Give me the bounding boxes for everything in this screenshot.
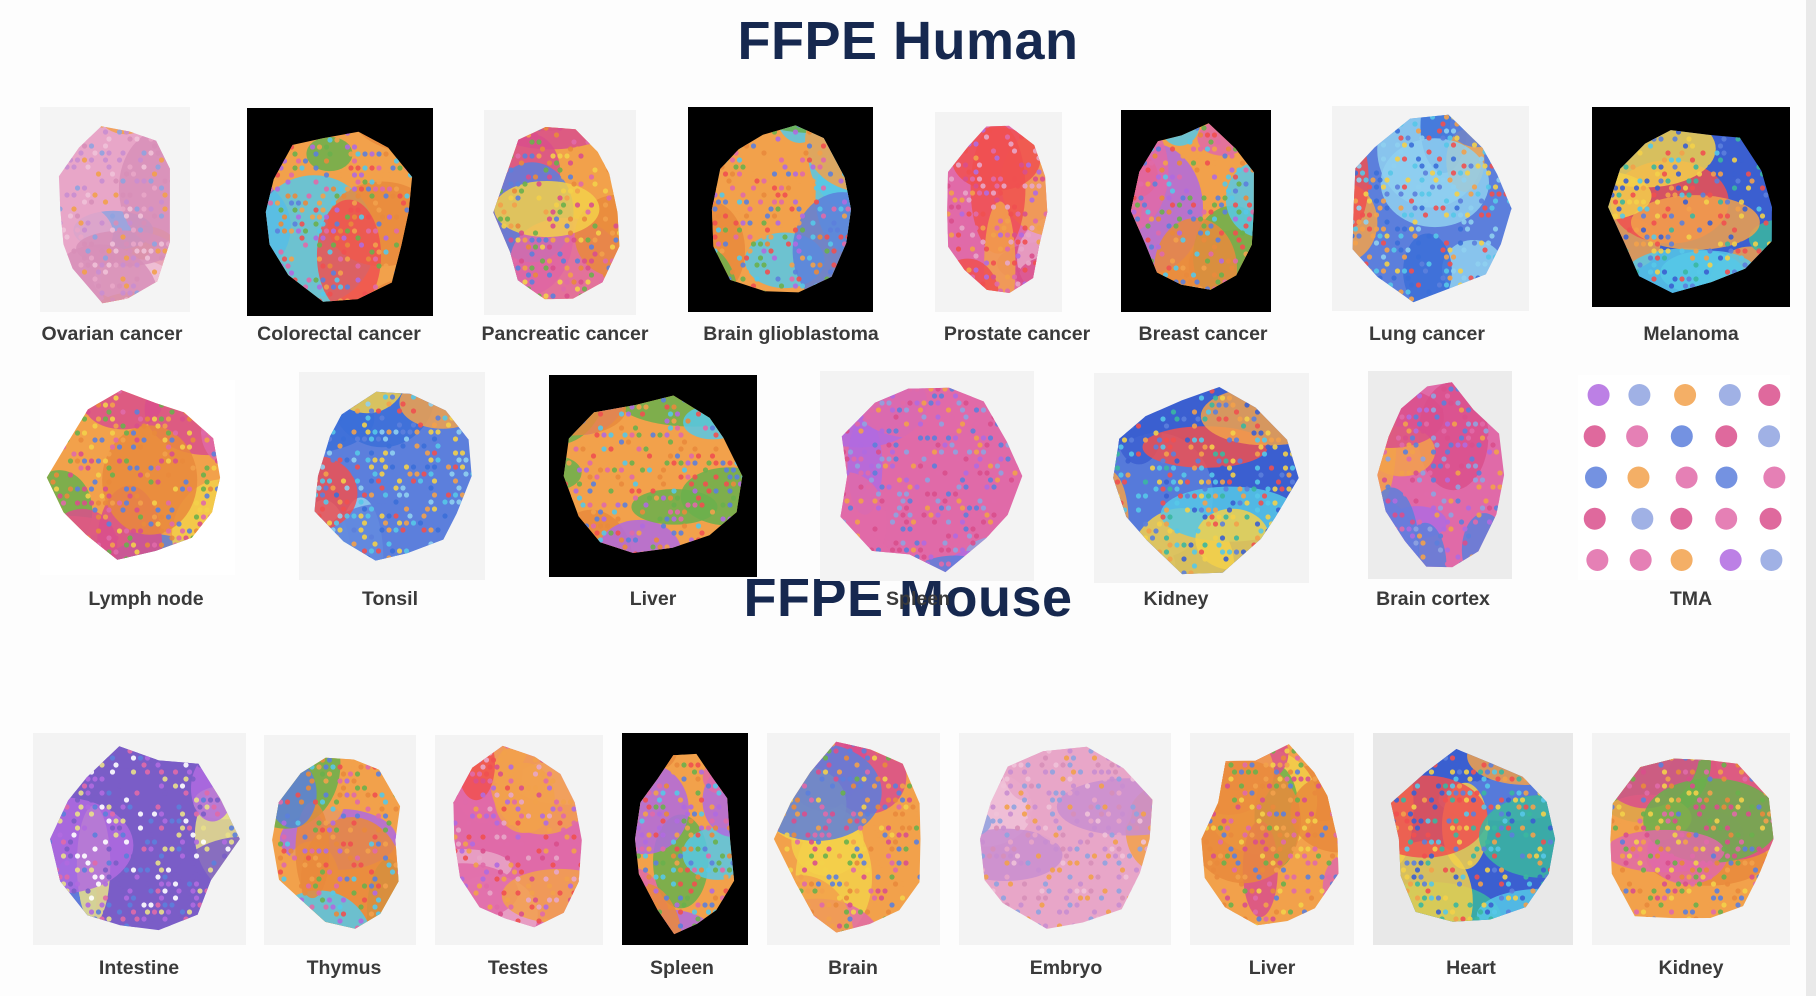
tissue-label: Testes bbox=[487, 957, 549, 979]
tissue-image-thymus bbox=[264, 735, 416, 945]
tissue-image-spleen bbox=[820, 371, 1034, 581]
tma-core bbox=[1758, 384, 1781, 406]
tma-core bbox=[1715, 507, 1738, 530]
tma-core bbox=[1759, 507, 1782, 530]
tissue-label: Lymph node bbox=[88, 588, 204, 610]
tissue-label: Ovarian cancer bbox=[41, 323, 183, 345]
tissue-label: Tonsil bbox=[362, 588, 418, 610]
tma-core bbox=[1583, 507, 1606, 530]
tissue-label: Kidney bbox=[1143, 588, 1209, 610]
tma-core bbox=[1670, 549, 1693, 571]
tma-core bbox=[1629, 549, 1652, 571]
tissue-image-lung-cancer bbox=[1332, 106, 1529, 311]
tissue-image-liver bbox=[1190, 733, 1354, 945]
scrollbar-track[interactable] bbox=[1806, 0, 1816, 996]
tma-core bbox=[1670, 425, 1693, 448]
tissue-image-tonsil bbox=[299, 372, 485, 580]
tma-core bbox=[1626, 425, 1649, 448]
tissue-image-kidney bbox=[1094, 373, 1309, 583]
tissue-image-lymph-node bbox=[40, 380, 235, 575]
tissue-image-testes bbox=[435, 735, 603, 945]
tma-core bbox=[1586, 549, 1609, 571]
tissue-label: Brain cortex bbox=[1376, 588, 1490, 610]
tma-core bbox=[1631, 507, 1654, 530]
tissue-image-tma bbox=[1578, 375, 1790, 580]
tissue-label: Kidney bbox=[1658, 957, 1724, 979]
tma-core bbox=[1718, 384, 1741, 406]
tissue-label: Thymus bbox=[306, 957, 382, 979]
tma-core bbox=[1715, 425, 1738, 448]
tissue-label: Intestine bbox=[98, 957, 180, 979]
tissue-image-intestine bbox=[33, 733, 246, 945]
tissue-label: Prostate cancer bbox=[943, 323, 1091, 345]
tissue-image-melanoma bbox=[1592, 107, 1790, 307]
tma-core bbox=[1674, 384, 1697, 406]
tissue-image-ovarian-cancer bbox=[40, 107, 190, 312]
tma-core bbox=[1715, 466, 1738, 489]
tissue-label: Colorectal cancer bbox=[257, 323, 421, 345]
tissue-section bbox=[711, 125, 852, 293]
tissue-label: Spleen bbox=[886, 588, 950, 610]
tissue-image-brain-cortex bbox=[1368, 371, 1512, 579]
tissue-label: TMA bbox=[1669, 588, 1713, 610]
tissue-label: Lung cancer bbox=[1369, 323, 1485, 345]
tissue-label: Pancreatic cancer bbox=[481, 323, 649, 345]
tissue-image-pancreatic-cancer bbox=[484, 110, 636, 315]
tma-core bbox=[1675, 466, 1698, 489]
tma-core bbox=[1763, 466, 1786, 489]
tma-core bbox=[1670, 507, 1693, 530]
tissue-label: Liver bbox=[1248, 957, 1296, 979]
human-section-title: FFPE Human bbox=[737, 11, 1079, 71]
tma-core bbox=[1584, 466, 1607, 489]
tissue-label: Brain bbox=[828, 957, 878, 979]
tma-core bbox=[1760, 549, 1783, 571]
tissue-image-prostate-cancer bbox=[935, 112, 1062, 312]
tissue-image-liver bbox=[549, 375, 757, 577]
tissue-image-breast-cancer bbox=[1121, 110, 1271, 312]
tissue-label: Embryo bbox=[1029, 957, 1103, 979]
tissue-image-heart bbox=[1373, 733, 1573, 945]
tissue-image-colorectal-cancer bbox=[247, 108, 433, 316]
tissue-label: Breast cancer bbox=[1138, 323, 1268, 345]
tma-core bbox=[1587, 384, 1610, 406]
tissue-section bbox=[1608, 130, 1772, 293]
tma-core bbox=[1627, 466, 1650, 489]
tma-core bbox=[1628, 384, 1651, 406]
tissue-label: Melanoma bbox=[1643, 323, 1739, 345]
tissue-label: Liver bbox=[629, 588, 677, 610]
tissue-image-brain bbox=[767, 733, 940, 945]
tissue-image-kidney bbox=[1592, 733, 1790, 945]
tissue-label: Spleen bbox=[650, 957, 714, 979]
tissue-image-brain-glioblastoma bbox=[688, 107, 873, 312]
tissue-image-spleen bbox=[622, 733, 748, 945]
tma-core bbox=[1719, 549, 1742, 571]
tissue-label: Heart bbox=[1446, 957, 1496, 979]
tma-core bbox=[1758, 425, 1781, 448]
tma-core bbox=[1583, 425, 1606, 448]
tissue-image-embryo bbox=[959, 733, 1171, 945]
tissue-label: Brain glioblastoma bbox=[703, 323, 879, 345]
